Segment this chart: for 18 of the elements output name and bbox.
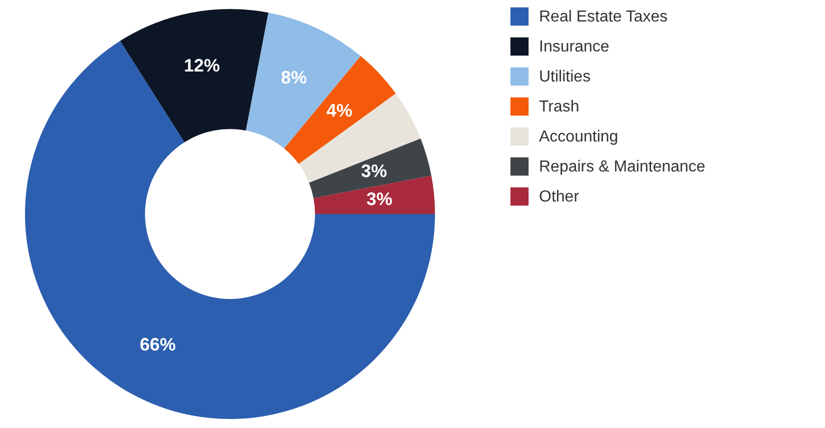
donut-slice xyxy=(298,94,421,183)
legend-label: Trash xyxy=(539,98,580,116)
legend-label: Real Estate Taxes xyxy=(539,8,668,26)
donut-slice xyxy=(25,40,435,419)
data-label: 4% xyxy=(326,100,352,120)
legend-label: Other xyxy=(539,188,580,206)
legend-label: Utilities xyxy=(539,68,591,86)
donut-slice xyxy=(120,9,268,142)
data-label: 8% xyxy=(280,67,307,88)
legend-label: Insurance xyxy=(539,38,610,56)
data-label: 12% xyxy=(184,56,220,76)
data-label: 3% xyxy=(361,161,388,182)
legend-label: Accounting xyxy=(539,128,618,146)
data-label: 66% xyxy=(140,334,176,354)
donut-slice xyxy=(313,176,435,214)
donut-slice xyxy=(246,12,361,149)
data-label: 3% xyxy=(366,188,392,209)
legend-label: Repairs & Maintenance xyxy=(539,158,706,176)
